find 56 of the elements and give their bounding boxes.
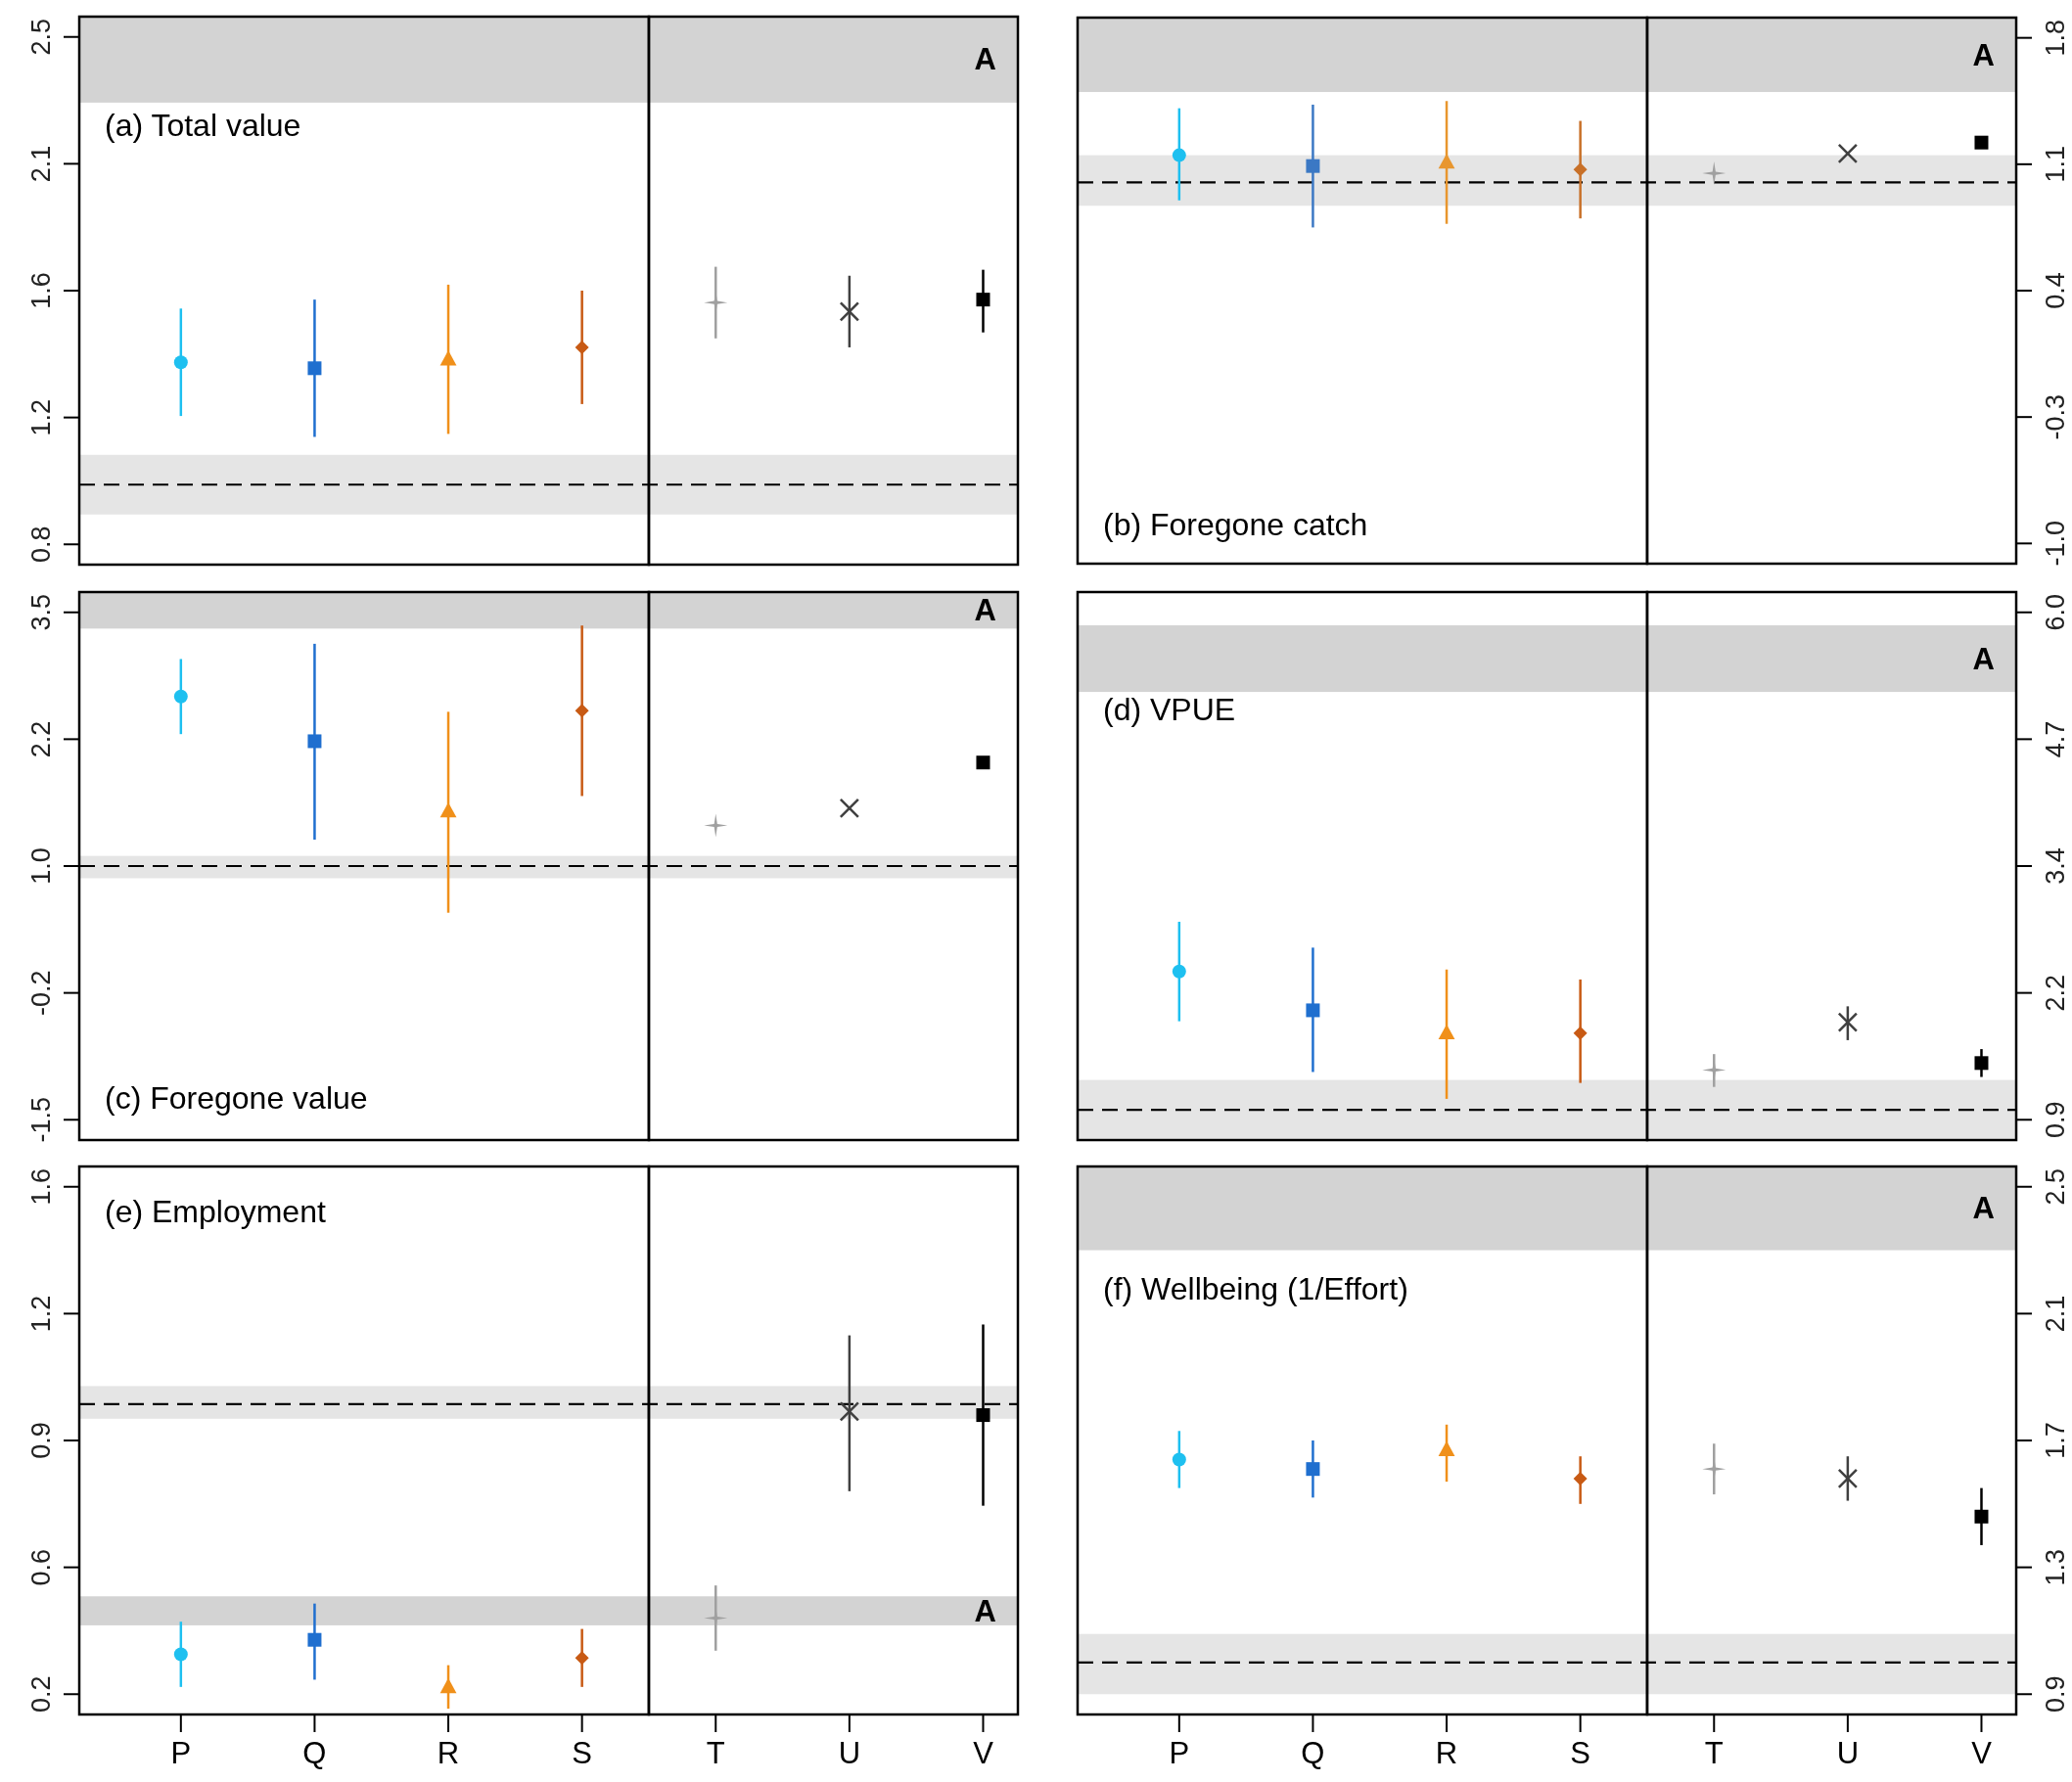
x-tick-label: T [1704, 1736, 1724, 1770]
y2-tick-label: 2.2 [2041, 974, 2071, 1012]
band-label: A [974, 593, 996, 628]
x-tick-label: T [706, 1736, 725, 1770]
y2-tick-label: 6.0 [2041, 593, 2071, 631]
text: (d) VPUE [1103, 691, 1236, 727]
y-tick-label: 2.5 [26, 18, 56, 56]
y2-tick-label: -0.3 [2041, 393, 2071, 440]
text: (f) Wellbeing (1/Effort) [1103, 1271, 1408, 1306]
y-tick-label: 1.6 [26, 1167, 56, 1206]
text: (a) Total value [105, 108, 301, 143]
y-tick-label: 0.6 [26, 1548, 56, 1586]
y-tick-label: 3.5 [26, 593, 56, 631]
y-tick-label: -1.5 [26, 1096, 56, 1143]
text: (b) Foregone catch [1103, 506, 1368, 542]
band-label: A [1972, 37, 1995, 72]
y-tick-label: 1.2 [26, 1295, 56, 1333]
y-tick-label: 1.6 [26, 272, 56, 309]
y2-tick-label: 1.7 [2041, 1422, 2071, 1459]
y-tick-label: 1.2 [26, 398, 56, 436]
y-tick-label: 2.2 [26, 720, 56, 758]
x-tick-label: V [1971, 1736, 1993, 1770]
y-tick-label: 0.9 [26, 1422, 56, 1459]
x-tick-label: U [1836, 1736, 1860, 1770]
x-tick-label: P [170, 1736, 192, 1770]
x-tick-label: U [838, 1736, 861, 1770]
band-label: A [974, 42, 996, 77]
x-tick-label: Q [302, 1736, 327, 1770]
x-tick-label: S [572, 1736, 592, 1770]
x-tick-label: Q [1301, 1736, 1325, 1770]
y-tick-label: 0.8 [26, 525, 56, 564]
band-label: A [974, 1593, 996, 1628]
x-tick-label: S [1570, 1736, 1590, 1770]
y-tick-label: 0.2 [26, 1675, 56, 1713]
y2-tick-label: 1.8 [2041, 19, 2071, 57]
y2-tick-label: 0.9 [2041, 1101, 2071, 1139]
y2-tick-label: 3.4 [2041, 847, 2071, 885]
text: (c) Foregone value [105, 1080, 368, 1116]
x-tick-label: R [1435, 1736, 1458, 1770]
text: (e) Employment [105, 1194, 326, 1230]
y2-tick-label: 0.4 [2041, 272, 2071, 309]
x-tick-label: R [437, 1736, 460, 1770]
y2-tick-label: 1.1 [2041, 146, 2071, 183]
y2-tick-label: 1.3 [2041, 1548, 2071, 1586]
y-tick-label: 2.1 [26, 145, 56, 183]
band-label: A [1972, 641, 1995, 676]
x-tick-label: P [1169, 1736, 1190, 1770]
x-tick-label: V [973, 1736, 994, 1770]
y2-tick-label: 2.5 [2041, 1167, 2071, 1206]
y2-tick-label: 4.7 [2041, 720, 2071, 758]
y2-tick-label: -1.0 [2041, 521, 2071, 567]
y2-tick-label: 2.1 [2041, 1295, 2071, 1333]
y-tick-label: 1.0 [26, 847, 56, 885]
y2-tick-label: 0.9 [2041, 1675, 2071, 1713]
y-tick-label: -0.2 [26, 970, 56, 1016]
band-label: A [1972, 1191, 1995, 1226]
